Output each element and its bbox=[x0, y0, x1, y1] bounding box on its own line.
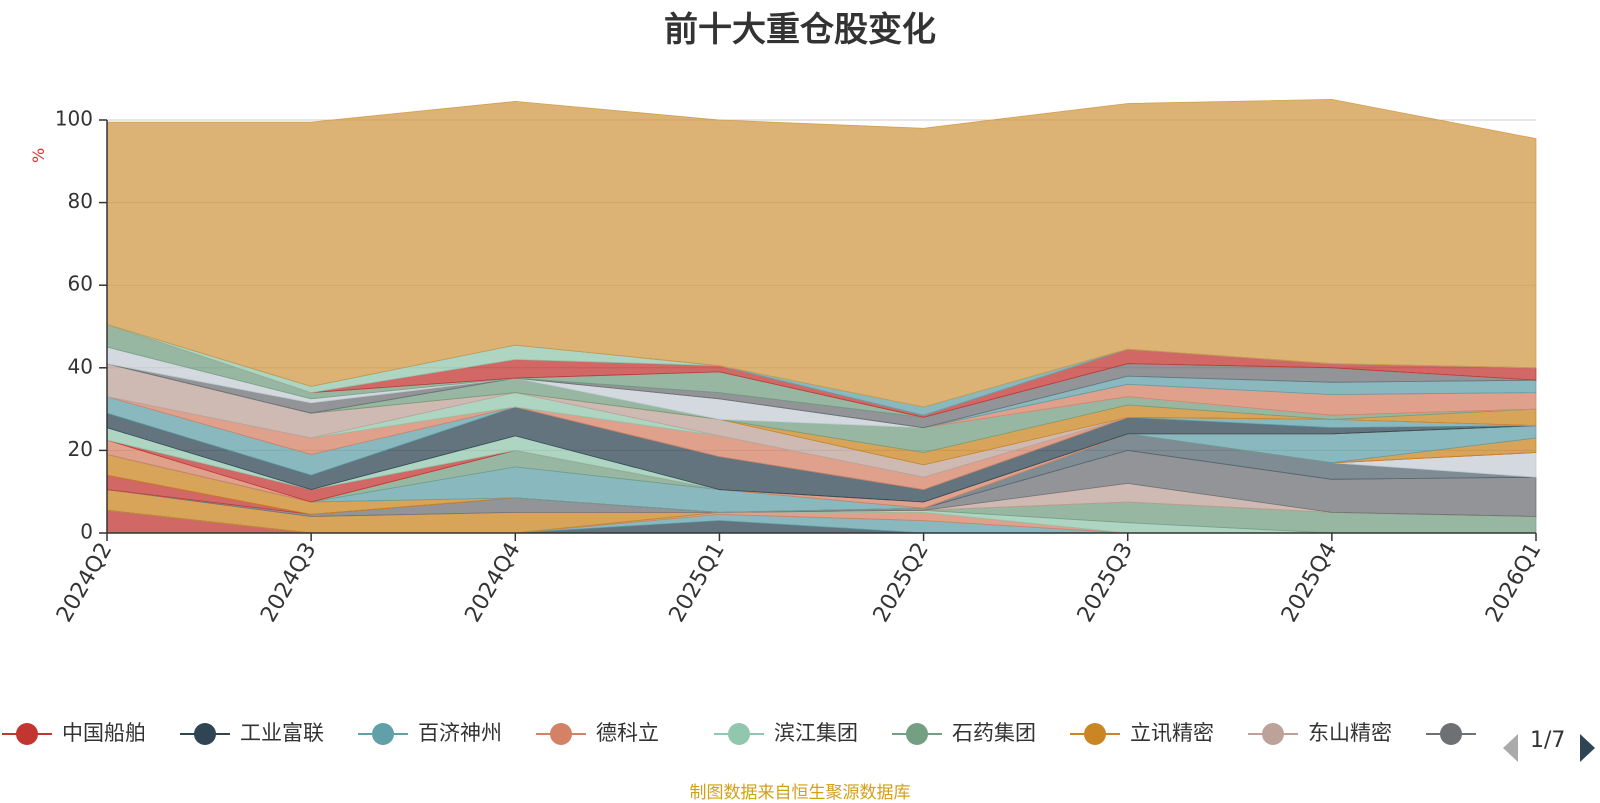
legend-label: 百济神州 bbox=[418, 721, 502, 745]
legend-circle-marker bbox=[906, 723, 928, 745]
x-tick-label: 2025Q3 bbox=[1073, 539, 1138, 627]
legend-item[interactable]: 百济神州 bbox=[358, 721, 502, 745]
legend-circle-marker bbox=[372, 723, 394, 745]
legend-item[interactable]: 石药集团 bbox=[892, 721, 1036, 745]
y-tick-label: 40 bbox=[68, 354, 93, 378]
legend-item[interactable]: 东山精密 bbox=[1248, 721, 1392, 745]
chart-title: 前十大重仓股变化 bbox=[664, 10, 936, 50]
y-axis-label: % bbox=[29, 148, 48, 163]
x-tick-labels: 2024Q2 2024Q3 2024Q4 2025Q1 2025Q2 2025Q3 2025… bbox=[52, 539, 1546, 627]
legend-label: 石药集团 bbox=[952, 721, 1036, 745]
legend-item[interactable]: 德科立 bbox=[536, 721, 659, 745]
legend-label: 工业富联 bbox=[240, 721, 324, 745]
legend-circle-marker bbox=[550, 723, 572, 745]
legend-page-indicator: 1/7 bbox=[1530, 728, 1565, 753]
legend-item[interactable]: 滨江集团 bbox=[714, 721, 858, 745]
y-tick-label: 0 bbox=[80, 520, 93, 544]
legend-pager: 1/7 bbox=[1503, 728, 1595, 762]
legend-item[interactable]: 中国船舶 bbox=[2, 721, 146, 745]
legend-circle-marker bbox=[194, 723, 216, 745]
legend-label: 中国船舶 bbox=[62, 721, 146, 745]
legend-circle-marker bbox=[1084, 723, 1106, 745]
x-tick-label: 2026Q1 bbox=[1481, 539, 1546, 627]
axes bbox=[99, 119, 1537, 541]
x-tick-label: 2025Q4 bbox=[1277, 539, 1342, 627]
y-tick-label: 80 bbox=[68, 189, 93, 213]
legend-label: 德科立 bbox=[596, 721, 659, 745]
legend-circle-marker bbox=[728, 723, 750, 745]
x-tick-label: 2025Q2 bbox=[869, 539, 934, 627]
legend-label: 滨江集团 bbox=[774, 721, 858, 745]
x-tick-label: 2025Q1 bbox=[665, 539, 730, 627]
x-tick-label: 2024Q3 bbox=[256, 539, 321, 627]
legend-prev-page-icon[interactable] bbox=[1503, 734, 1518, 762]
legend-circle-marker bbox=[1262, 723, 1284, 745]
area-series-36 bbox=[106, 98, 1537, 408]
legend-next-page-icon[interactable] bbox=[1580, 734, 1595, 762]
y-tick-label: 20 bbox=[68, 437, 93, 461]
x-tick-label: 2024Q4 bbox=[460, 539, 525, 627]
legend-label: 立讯精密 bbox=[1130, 721, 1214, 745]
legend-circle-marker bbox=[1440, 723, 1462, 745]
legend-items: 中国船舶 工业富联 百济神州 德科立 滨江集团 石药集团 立讯精密 东山精密 信维通信 bbox=[2, 721, 1570, 745]
legend-item[interactable]: 工业富联 bbox=[180, 721, 324, 745]
source-note: 制图数据来自恒生聚源数据库 bbox=[689, 783, 911, 803]
y-tick-label: 60 bbox=[68, 272, 93, 296]
y-tick-labels: 0 20 40 60 80 100 bbox=[55, 107, 93, 544]
legend-item[interactable]: 立讯精密 bbox=[1070, 721, 1214, 745]
legend-circle-marker bbox=[16, 723, 38, 745]
x-tick-label: 2024Q2 bbox=[52, 539, 117, 627]
area-series-layer bbox=[106, 98, 1537, 534]
y-tick-label: 100 bbox=[55, 107, 93, 131]
legend: 中国船舶 工业富联 百济神州 德科立 滨江集团 石药集团 立讯精密 东山精密 信维通信 bbox=[2, 721, 1570, 745]
legend-label: 东山精密 bbox=[1308, 721, 1392, 745]
legend-item[interactable]: 信维通信 bbox=[1426, 721, 1570, 745]
